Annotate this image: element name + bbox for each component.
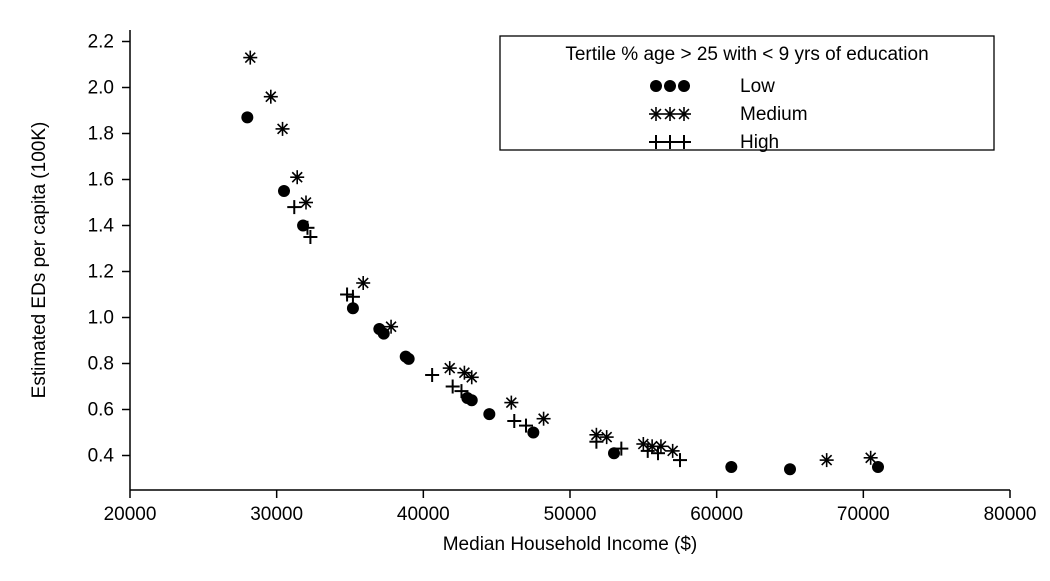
legend-item-label: Low	[740, 76, 775, 97]
x-tick-label: 60000	[690, 504, 743, 525]
y-tick-label: 1.8	[88, 124, 114, 145]
y-tick-label: 0.6	[88, 400, 114, 421]
y-tick-label: 1.2	[88, 262, 114, 283]
y-tick-label: 2.2	[88, 32, 114, 53]
y-axis-title: Estimated EDs per capita (100K)	[29, 122, 50, 399]
legend-item-label: Medium	[740, 104, 808, 125]
y-tick-label: 1.4	[88, 216, 115, 237]
y-tick-label: 0.8	[88, 354, 114, 375]
x-tick-label: 40000	[397, 504, 450, 525]
y-tick-label: 1.6	[88, 170, 114, 191]
x-tick-label: 70000	[837, 504, 890, 525]
legend-title: Tertile % age > 25 with < 9 yrs of educa…	[565, 44, 928, 65]
y-tick-label: 0.4	[88, 446, 115, 467]
x-tick-label: 80000	[984, 504, 1037, 525]
y-tick-label: 2.0	[88, 78, 114, 99]
y-tick-label: 1.0	[88, 308, 114, 329]
scatter-chart: 20000 30000 40000 50000 60000 70000 80000 0.4 0.…	[0, 0, 1050, 581]
x-axis-title: Median Household Income ($)	[443, 534, 698, 555]
x-tick-label: 20000	[104, 504, 157, 525]
x-tick-label: 50000	[544, 504, 597, 525]
legend-item-label: High	[740, 132, 779, 153]
x-tick-label: 30000	[250, 504, 303, 525]
legend: Tertile % age > 25 with < 9 yrs of educa…	[500, 36, 994, 153]
